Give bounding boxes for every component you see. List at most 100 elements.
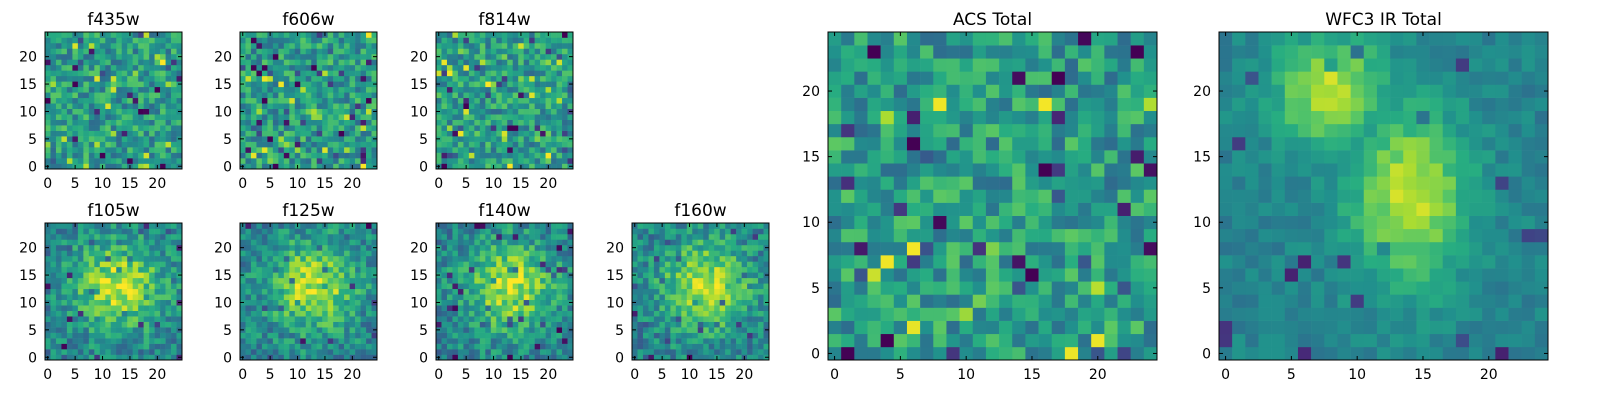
heatmap-cell xyxy=(714,343,720,350)
heatmap-cell xyxy=(692,250,699,257)
heatmap-cell xyxy=(648,250,655,257)
heatmap-cell xyxy=(105,250,112,257)
heatmap-cell xyxy=(300,316,307,322)
heatmap-cell xyxy=(518,152,524,159)
heatmap-cell xyxy=(176,119,183,126)
heatmap-cell xyxy=(637,316,644,322)
heatmap-cell xyxy=(99,48,106,55)
heatmap-cell xyxy=(333,321,339,328)
heatmap-cell xyxy=(659,255,666,262)
heatmap-cell xyxy=(360,42,367,49)
heatmap-cell xyxy=(344,42,350,49)
heatmap-cell xyxy=(933,228,947,243)
heatmap-cell xyxy=(452,349,459,355)
heatmap-cell xyxy=(138,42,144,49)
heatmap-cell xyxy=(327,59,334,66)
heatmap-cell xyxy=(468,250,475,257)
heatmap-cell xyxy=(523,255,530,262)
heatmap-cell xyxy=(474,114,481,120)
heatmap-cell xyxy=(127,114,133,120)
heatmap-cell xyxy=(880,189,895,203)
heatmap-cell xyxy=(132,103,139,110)
heatmap-cell xyxy=(99,147,106,153)
heatmap-cell xyxy=(441,310,448,317)
heatmap-cell xyxy=(468,163,475,170)
heatmap-cell xyxy=(719,294,726,301)
heatmap-cell xyxy=(250,59,257,66)
heatmap-cell xyxy=(1078,228,1092,243)
heatmap-cell xyxy=(562,316,568,322)
heatmap-cell xyxy=(55,136,62,142)
heatmap-cell xyxy=(567,70,574,77)
heatmap-cell xyxy=(110,37,117,44)
heatmap-cell xyxy=(642,354,649,361)
heatmap-cell xyxy=(116,92,123,99)
heatmap-cell xyxy=(648,338,655,344)
heatmap-cell xyxy=(66,75,73,82)
heatmap-cell xyxy=(121,305,128,311)
heatmap-cell xyxy=(474,354,481,361)
heatmap-cell xyxy=(245,321,252,328)
y-tick-label: 5 xyxy=(419,323,428,339)
x-tick-label: 15 xyxy=(316,367,334,383)
heatmap-cell xyxy=(479,299,486,306)
heatmap-cell xyxy=(446,114,453,120)
heatmap-cell xyxy=(272,75,279,82)
heatmap-cell xyxy=(1064,294,1079,308)
heatmap-cell xyxy=(507,316,514,322)
heatmap-cell xyxy=(160,228,166,235)
heatmap-cell xyxy=(305,92,312,99)
heatmap-cell xyxy=(289,37,296,44)
heatmap-cell xyxy=(371,255,378,262)
heatmap-cell xyxy=(457,233,464,240)
heatmap-cell xyxy=(719,272,726,279)
heatmap-cell xyxy=(160,332,166,339)
heatmap-cell xyxy=(637,349,644,355)
heatmap-cell xyxy=(1078,215,1092,230)
heatmap-cell xyxy=(289,305,296,311)
heatmap-cell xyxy=(338,64,345,71)
heatmap-cell xyxy=(272,103,279,110)
heatmap-cell xyxy=(529,108,535,115)
heatmap-cell xyxy=(240,42,246,49)
heatmap-cell xyxy=(83,239,90,246)
heatmap-cell xyxy=(906,202,921,216)
heatmap-cell xyxy=(245,53,252,60)
heatmap-cell xyxy=(300,255,307,262)
heatmap-cell xyxy=(121,228,128,235)
heatmap-cell xyxy=(366,261,372,268)
heatmap-cell xyxy=(349,332,356,339)
heatmap-cell xyxy=(1143,268,1158,282)
heatmap-cell xyxy=(278,272,285,279)
heatmap-cell xyxy=(327,349,334,355)
heatmap-cell xyxy=(132,321,139,328)
heatmap-cell xyxy=(160,223,166,229)
heatmap-cell xyxy=(294,130,301,137)
heatmap-cell xyxy=(719,239,726,246)
heatmap-cell xyxy=(959,241,974,256)
heatmap-cell xyxy=(479,305,486,311)
heatmap-cell xyxy=(556,233,563,240)
heatmap-cell xyxy=(534,136,541,142)
heatmap-cell xyxy=(703,338,710,344)
heatmap-cell xyxy=(648,272,655,279)
heatmap-cell xyxy=(518,250,524,257)
heatmap-cell xyxy=(1143,189,1158,203)
y-tick-label: 10 xyxy=(19,104,37,120)
heatmap-cell xyxy=(518,64,524,71)
heatmap-cell xyxy=(452,250,459,257)
heatmap-cell xyxy=(719,233,726,240)
heatmap-cell xyxy=(55,349,62,355)
heatmap-cell xyxy=(1012,241,1026,256)
heatmap-cell xyxy=(686,316,693,322)
heatmap-cell xyxy=(906,333,921,348)
heatmap-cell xyxy=(300,349,307,355)
heatmap-cell xyxy=(867,189,881,203)
heatmap-cell xyxy=(50,305,57,311)
heatmap-cell xyxy=(316,130,323,137)
heatmap-cell xyxy=(534,103,541,110)
heatmap-cell xyxy=(670,310,677,317)
chart-title: f140w xyxy=(478,201,530,221)
heatmap-cell xyxy=(468,223,475,229)
heatmap-cell xyxy=(349,255,356,262)
